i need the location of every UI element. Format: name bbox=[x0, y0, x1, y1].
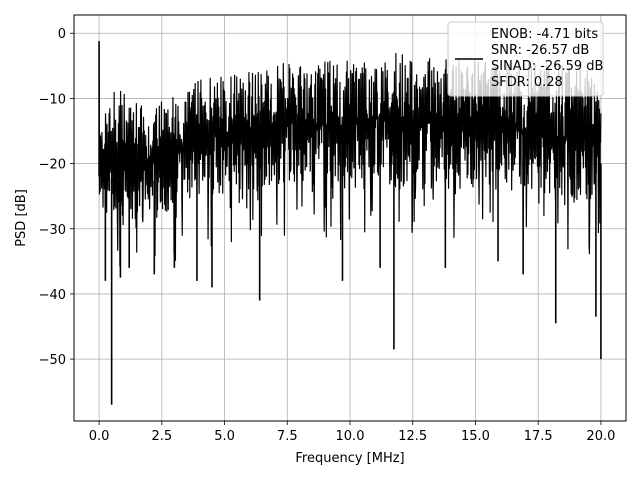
y-tick-label: −30 bbox=[39, 223, 66, 238]
y-tick-label: −40 bbox=[39, 288, 66, 303]
legend-box bbox=[447, 21, 604, 97]
x-tick-label: 17.5 bbox=[524, 429, 553, 444]
y-tick-label: 0 bbox=[58, 27, 66, 42]
x-tick-label: 10.0 bbox=[336, 429, 365, 444]
x-tick-label: 0.0 bbox=[89, 429, 110, 444]
x-tick-label: 12.5 bbox=[398, 429, 427, 444]
x-tick-label: 7.5 bbox=[277, 429, 298, 444]
x-tick-label: 20.0 bbox=[586, 429, 615, 444]
psd-trace bbox=[98, 52, 602, 267]
y-axis-label: PSD [dB] bbox=[14, 189, 29, 247]
y-tick-label: −50 bbox=[39, 353, 66, 368]
y-tick-label: −10 bbox=[39, 92, 66, 107]
ticks: 0.0 2.5 5.0 7.5 10.0 12.5 15.0 17.5 20.0 0 −10 −20 −… bbox=[39, 27, 616, 444]
x-tick-label: 15.0 bbox=[461, 429, 490, 444]
legend-series-label: ENOB: -4.71 bits SNR: -26.57 dB SINAD: -26… bbox=[491, 27, 603, 90]
data-layer bbox=[98, 41, 602, 405]
x-axis-label: Frequency [MHz] bbox=[295, 451, 404, 466]
x-tick-label: 2.5 bbox=[151, 429, 172, 444]
legend: ENOB: -4.71 bits SNR: -26.57 dB SINAD: -26… bbox=[447, 21, 604, 97]
legend-line-1: ENOB: -4.71 bits bbox=[491, 27, 598, 42]
legend-line-2: SNR: -26.57 dB bbox=[491, 43, 589, 58]
y-tick-label: −20 bbox=[39, 158, 66, 173]
x-tick-label: 5.0 bbox=[214, 429, 235, 444]
legend-line-4: SFDR: 0.28 bbox=[491, 75, 563, 90]
legend-line-3: SINAD: -26.59 dB bbox=[491, 59, 603, 74]
